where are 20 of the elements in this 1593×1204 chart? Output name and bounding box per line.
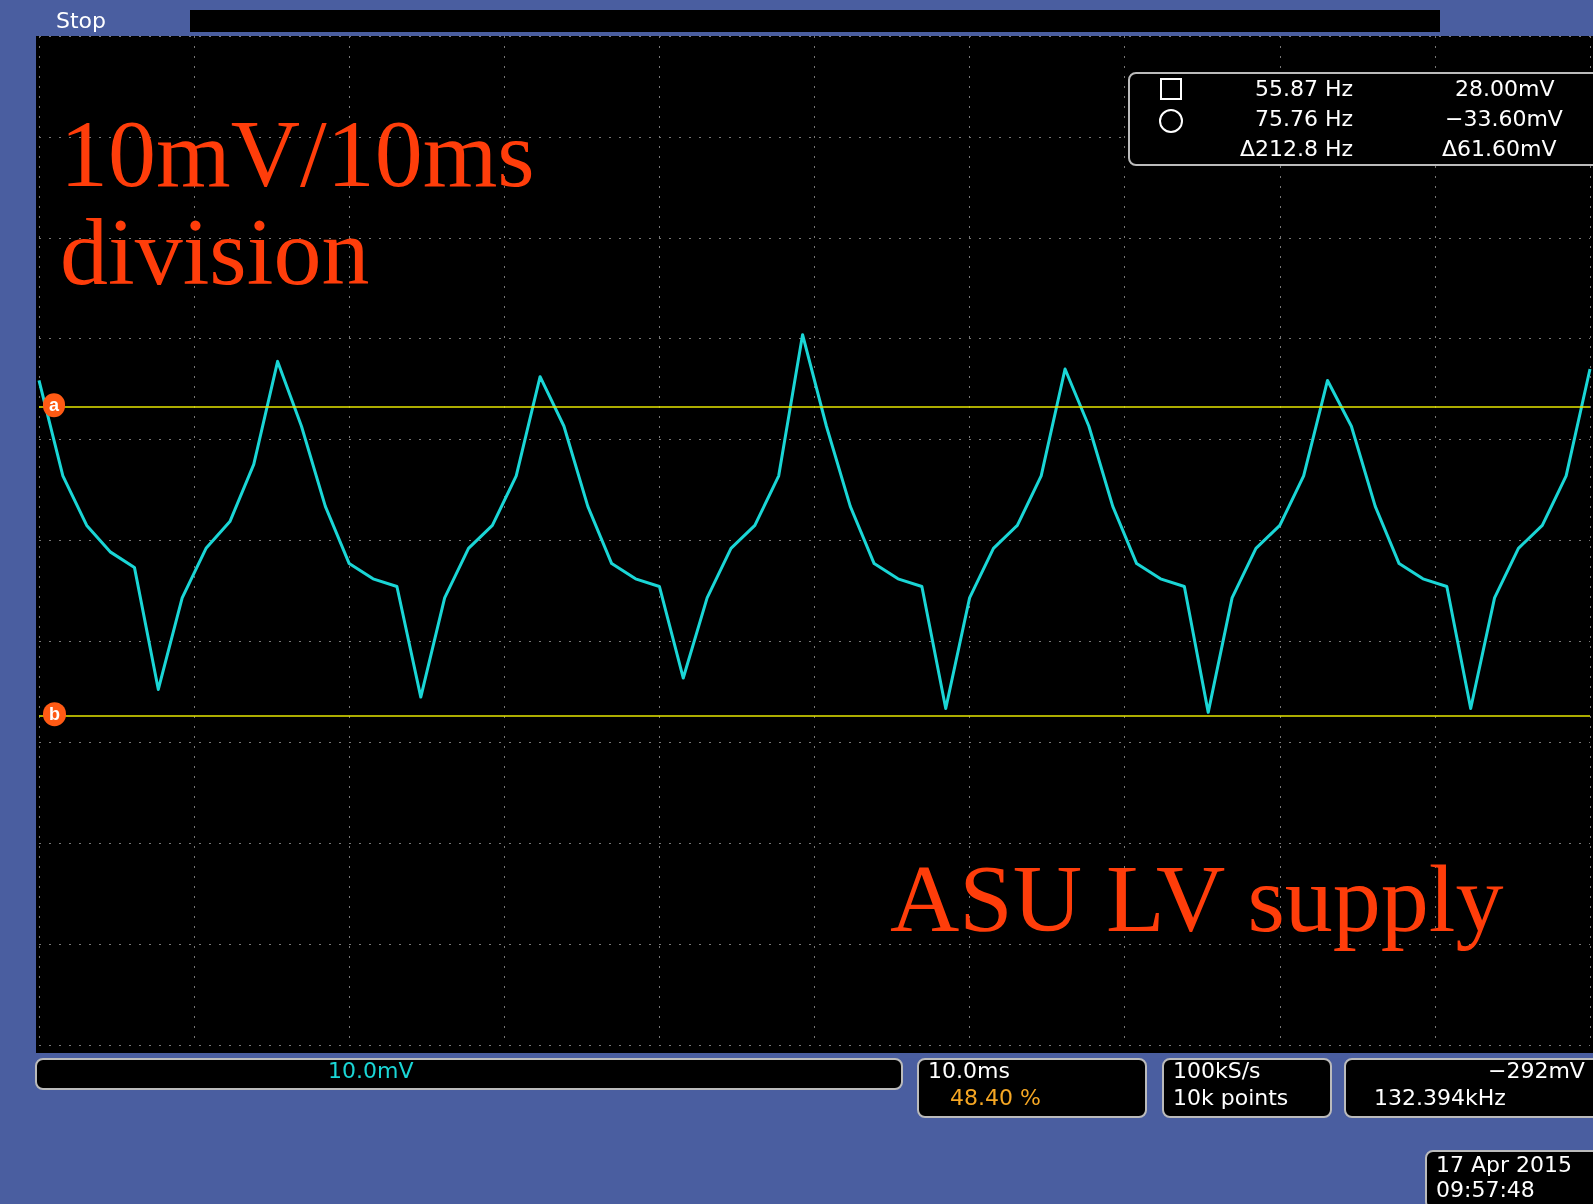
text: 100kS/s	[1173, 1058, 1261, 1083]
ref-line-label: b	[49, 704, 60, 725]
text: 10.0ms	[928, 1058, 1010, 1083]
text: 10.0mV	[328, 1058, 414, 1083]
text: Stop	[56, 8, 107, 33]
text: 48.40 %	[950, 1085, 1041, 1110]
text: Δ61.60mV	[1442, 136, 1557, 161]
text: 28.00mV	[1455, 76, 1555, 101]
text: 10k points	[1173, 1085, 1289, 1110]
text: 55.87 Hz	[1255, 76, 1354, 101]
text: −292mV	[1488, 1058, 1585, 1083]
text: 17 Apr 2015	[1436, 1152, 1573, 1177]
text: Δ212.8 Hz	[1240, 136, 1354, 161]
text: ASU LV supply	[890, 845, 1505, 952]
text: −33.60mV	[1445, 106, 1563, 131]
text: 75.76 Hz	[1255, 106, 1354, 131]
ref-line-label: a	[49, 395, 60, 416]
text: 132.394kHz	[1374, 1085, 1506, 1110]
text: 09:57:48	[1436, 1177, 1535, 1202]
text: 10mV/10ms division	[60, 100, 536, 305]
